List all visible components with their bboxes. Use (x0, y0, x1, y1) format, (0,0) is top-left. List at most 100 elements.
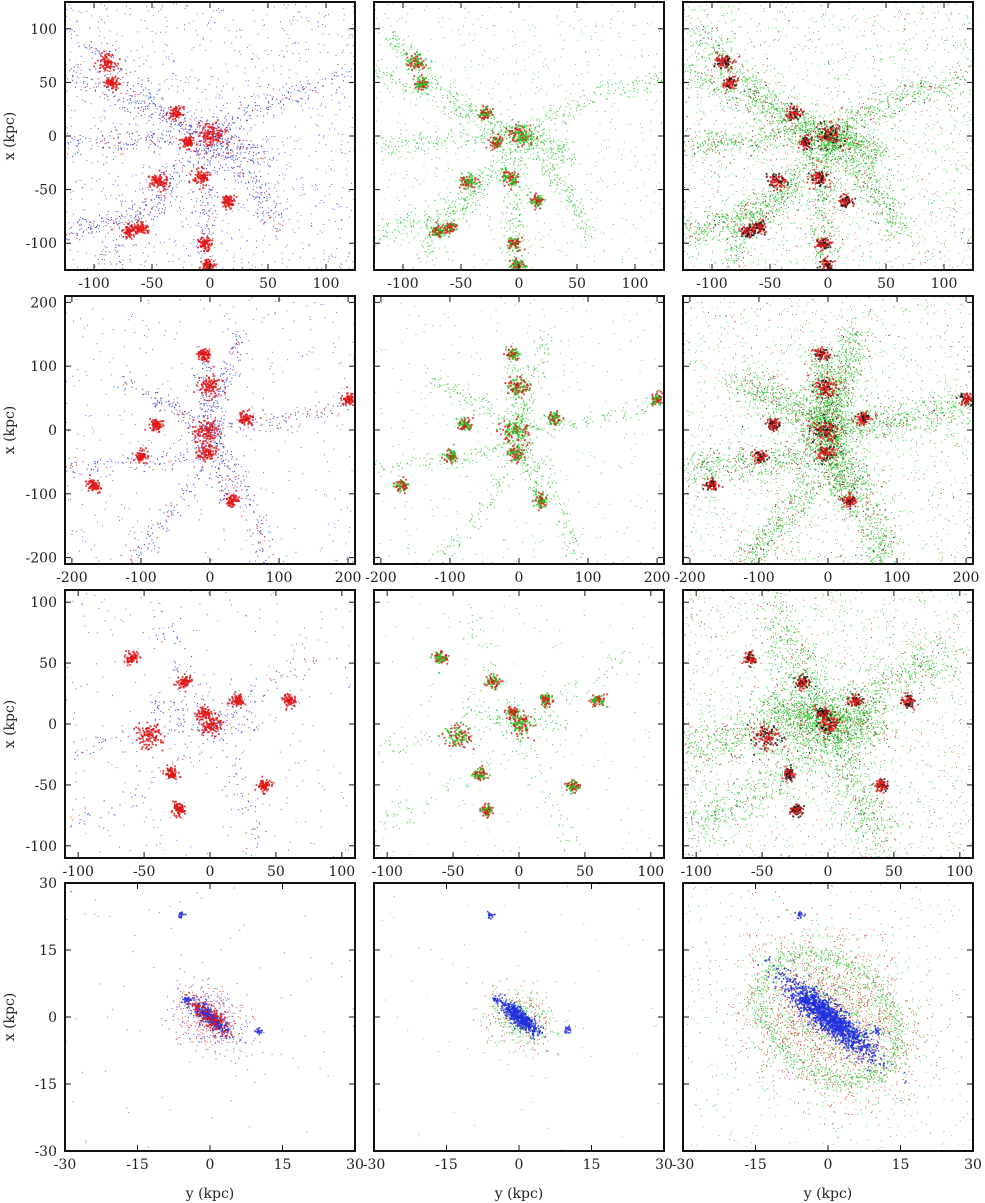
x-tick-label: 100 (328, 864, 355, 880)
x-tick-label: 50 (267, 864, 285, 880)
y-tick-label: -15 (34, 1077, 57, 1093)
y-axis-label: x (kpc) (2, 112, 18, 161)
y-tick-label: -50 (34, 183, 57, 199)
x-axis-label: y (kpc) (803, 1186, 853, 1202)
x-tick-label: 100 (637, 864, 664, 880)
y-tick-label: 100 (30, 359, 57, 375)
y-tick-label: 30 (39, 876, 57, 892)
x-tick-label: 0 (824, 1157, 833, 1173)
x-tick-label: 100 (575, 570, 602, 586)
x-tick-label: 100 (931, 276, 958, 292)
x-tick-label: 15 (892, 1157, 910, 1173)
y-tick-label: 50 (39, 75, 57, 91)
y-tick-label: 0 (48, 1010, 57, 1026)
x-axis-label: y (kpc) (185, 1186, 235, 1202)
x-tick-label: 0 (515, 1157, 524, 1173)
x-tick-label: -200 (365, 570, 396, 586)
x-tick-label: 200 (953, 570, 980, 586)
panel-4-3-particles (683, 883, 973, 1151)
x-tick-label: -50 (450, 276, 473, 292)
x-tick-label: -100 (125, 570, 156, 586)
panel-3-3-particles (683, 590, 973, 858)
x-tick-label: 30 (655, 1157, 673, 1173)
x-tick-label: 0 (824, 570, 833, 586)
panel-3-2-particles (374, 590, 664, 858)
x-tick-label: -15 (435, 1157, 458, 1173)
x-tick-label: 200 (644, 570, 671, 586)
x-tick-label: 100 (313, 276, 340, 292)
x-tick-label: 0 (824, 276, 833, 292)
x-tick-label: 0 (206, 276, 215, 292)
x-tick-label: -15 (744, 1157, 767, 1173)
x-tick-label: 50 (568, 276, 586, 292)
x-tick-label: 30 (964, 1157, 982, 1173)
panel-2-2-particles (374, 296, 664, 564)
y-tick-label: 200 (30, 295, 57, 311)
x-tick-label: 0 (824, 864, 833, 880)
x-tick-label: 30 (346, 1157, 364, 1173)
y-axis-label: x (kpc) (2, 993, 18, 1042)
x-tick-label: -100 (62, 864, 93, 880)
y-axis-label: x (kpc) (2, 406, 18, 455)
y-tick-label: 15 (39, 943, 57, 959)
x-tick-label: -30 (672, 1157, 695, 1173)
y-tick-label: -100 (26, 487, 57, 503)
y-tick-label: 100 (30, 22, 57, 38)
panel-2-3-particles (683, 296, 973, 564)
x-tick-label: -100 (78, 276, 109, 292)
panel-2-1-particles (65, 296, 355, 564)
y-tick-label: -50 (34, 778, 57, 794)
panel-4-1-particles (65, 883, 355, 1151)
y-tick-label: -100 (26, 236, 57, 252)
y-tick-label: 0 (48, 717, 57, 733)
x-tick-label: 0 (206, 570, 215, 586)
x-tick-label: 100 (884, 570, 911, 586)
x-tick-label: -100 (434, 570, 465, 586)
panel-1-2-particles (374, 2, 664, 270)
x-tick-label: 0 (515, 276, 524, 292)
y-tick-label: -200 (26, 551, 57, 567)
x-tick-label: 100 (946, 864, 973, 880)
x-tick-label: -100 (680, 864, 711, 880)
x-tick-label: -30 (54, 1157, 77, 1173)
x-tick-label: -50 (751, 864, 774, 880)
x-tick-label: -50 (759, 276, 782, 292)
x-axis-label: y (kpc) (494, 1186, 544, 1202)
x-tick-label: -50 (133, 864, 156, 880)
x-tick-label: 200 (335, 570, 362, 586)
x-tick-label: 0 (515, 864, 524, 880)
x-tick-label: -100 (743, 570, 774, 586)
y-tick-label: -100 (26, 839, 57, 855)
x-tick-label: 50 (259, 276, 277, 292)
y-axis-label: x (kpc) (2, 700, 18, 749)
x-tick-label: 0 (206, 1157, 215, 1173)
x-tick-label: 0 (515, 570, 524, 586)
x-tick-label: 0 (206, 864, 215, 880)
x-tick-label: 15 (274, 1157, 292, 1173)
x-tick-label: -100 (387, 276, 418, 292)
x-tick-label: -100 (696, 276, 727, 292)
x-tick-label: 50 (576, 864, 594, 880)
panel-1-3-particles (683, 2, 973, 270)
y-tick-label: 0 (48, 129, 57, 145)
panel-3-1-particles (65, 590, 355, 858)
x-tick-label: -200 (674, 570, 705, 586)
y-tick-label: 100 (30, 595, 57, 611)
x-tick-label: -200 (56, 570, 87, 586)
x-tick-label: -100 (371, 864, 402, 880)
x-tick-label: 100 (266, 570, 293, 586)
y-tick-label: 50 (39, 656, 57, 672)
x-tick-label: 15 (583, 1157, 601, 1173)
y-tick-label: -30 (34, 1144, 57, 1160)
x-tick-label: 50 (877, 276, 895, 292)
x-tick-label: 100 (622, 276, 649, 292)
panel-4-2-particles (374, 883, 664, 1151)
panel-1-1-particles (65, 2, 355, 270)
x-tick-label: -50 (442, 864, 465, 880)
x-tick-label: -50 (141, 276, 164, 292)
x-tick-label: -15 (126, 1157, 149, 1173)
x-tick-label: 50 (885, 864, 903, 880)
x-tick-label: -30 (363, 1157, 386, 1173)
y-tick-label: 0 (48, 423, 57, 439)
